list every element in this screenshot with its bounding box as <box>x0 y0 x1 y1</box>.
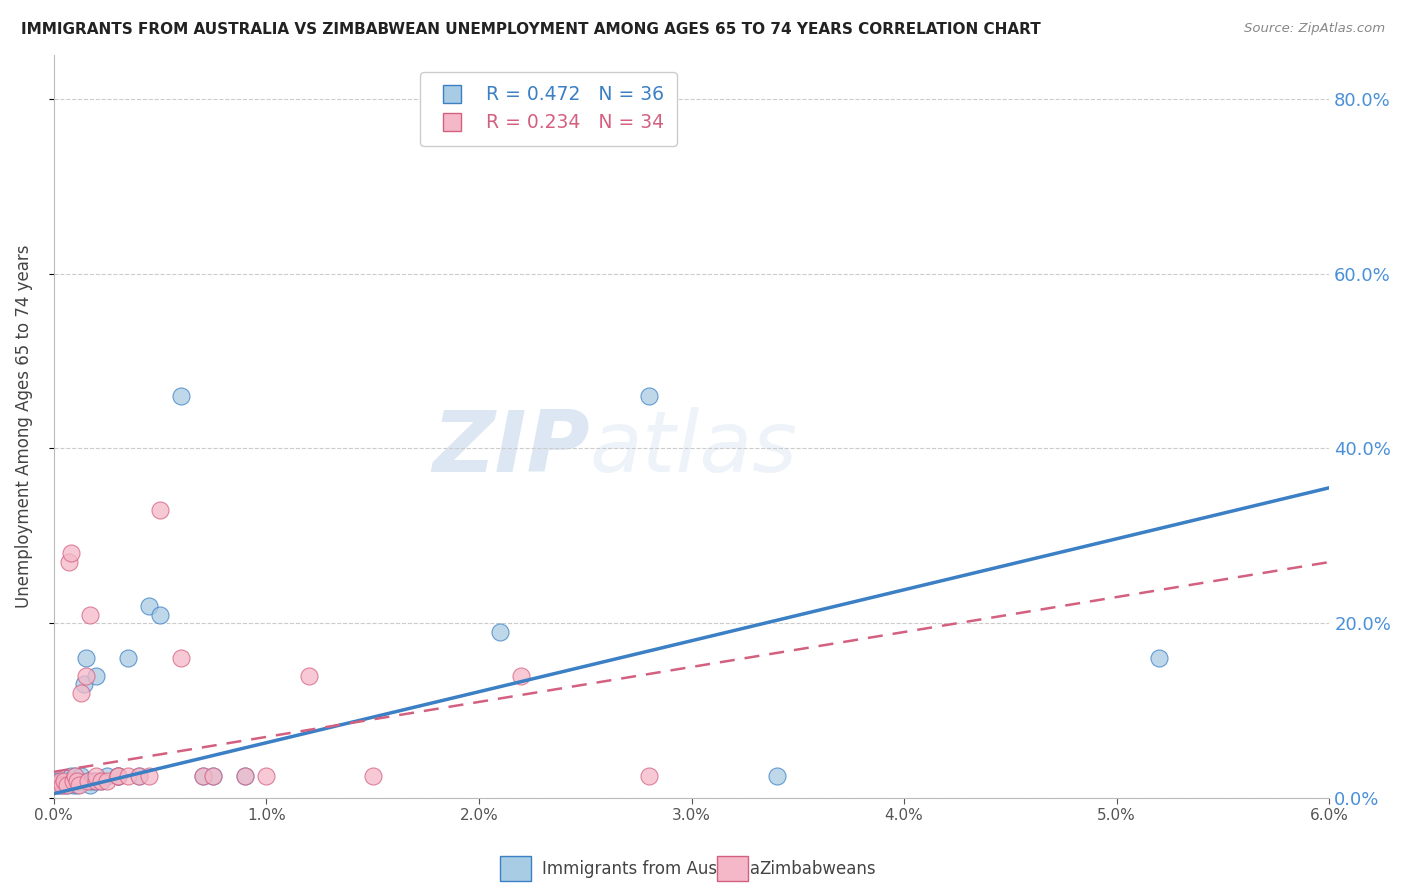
Point <box>62 778 84 792</box>
Point <box>46 773 69 788</box>
Point <box>86 669 108 683</box>
Point <box>82 773 104 788</box>
Point <box>128 769 150 783</box>
Point <box>67 778 90 792</box>
Point <box>138 599 160 613</box>
Point <box>63 773 86 788</box>
Point <box>254 769 277 783</box>
Point <box>46 778 69 792</box>
Point <box>76 773 98 788</box>
Point <box>170 389 193 403</box>
Text: IMMIGRANTS FROM AUSTRALIA VS ZIMBABWEAN UNEMPLOYMENT AMONG AGES 65 TO 74 YEARS C: IMMIGRANTS FROM AUSTRALIA VS ZIMBABWEAN … <box>21 22 1040 37</box>
Point <box>59 769 82 783</box>
Point <box>59 546 82 560</box>
Y-axis label: Unemployment Among Ages 65 to 74 years: Unemployment Among Ages 65 to 74 years <box>15 244 32 608</box>
Point <box>1147 651 1170 665</box>
Point <box>63 769 86 783</box>
Text: atlas: atlas <box>589 408 797 491</box>
Point <box>49 778 72 792</box>
Point <box>107 769 129 783</box>
Point <box>361 769 384 783</box>
Point <box>75 651 97 665</box>
Point <box>70 769 93 783</box>
Point <box>202 769 225 783</box>
Point <box>55 778 77 792</box>
Point <box>51 778 73 792</box>
Point <box>53 773 76 788</box>
Point <box>66 778 89 792</box>
Point <box>765 769 787 783</box>
Point <box>63 769 86 783</box>
Point <box>107 769 129 783</box>
Point <box>638 769 661 783</box>
Point <box>298 669 321 683</box>
Point <box>117 769 139 783</box>
Point <box>90 773 112 788</box>
Point <box>233 769 256 783</box>
Point <box>86 773 108 788</box>
Point <box>128 769 150 783</box>
Point <box>202 769 225 783</box>
Point <box>58 773 80 788</box>
Text: ZIP: ZIP <box>432 408 589 491</box>
Point <box>49 773 72 788</box>
Point <box>51 773 73 788</box>
Point <box>638 389 661 403</box>
Legend: R = 0.472   N = 36, R = 0.234   N = 34: R = 0.472 N = 36, R = 0.234 N = 34 <box>420 72 678 145</box>
Text: Zimbabweans: Zimbabweans <box>759 860 876 878</box>
Text: Source: ZipAtlas.com: Source: ZipAtlas.com <box>1244 22 1385 36</box>
Point <box>107 769 129 783</box>
Point <box>90 773 112 788</box>
Point <box>70 686 93 700</box>
Point <box>191 769 214 783</box>
Point <box>149 502 172 516</box>
Point <box>138 769 160 783</box>
Point <box>149 607 172 622</box>
Point <box>107 769 129 783</box>
Point <box>510 669 533 683</box>
Point <box>53 778 76 792</box>
Point <box>233 769 256 783</box>
Point <box>489 625 512 640</box>
Point <box>170 651 193 665</box>
Point <box>191 769 214 783</box>
Point <box>55 778 77 792</box>
Point <box>86 769 108 783</box>
Point <box>86 773 108 788</box>
Point <box>96 769 118 783</box>
Point <box>117 651 139 665</box>
Point <box>79 607 101 622</box>
Point <box>62 773 84 788</box>
Point <box>96 773 118 788</box>
Point <box>79 778 101 792</box>
Text: Immigrants from Australia: Immigrants from Australia <box>543 860 761 878</box>
Point <box>66 773 89 788</box>
Point <box>67 773 90 788</box>
Point <box>75 669 97 683</box>
Point <box>76 773 98 788</box>
Point <box>58 555 80 569</box>
Point <box>72 677 94 691</box>
